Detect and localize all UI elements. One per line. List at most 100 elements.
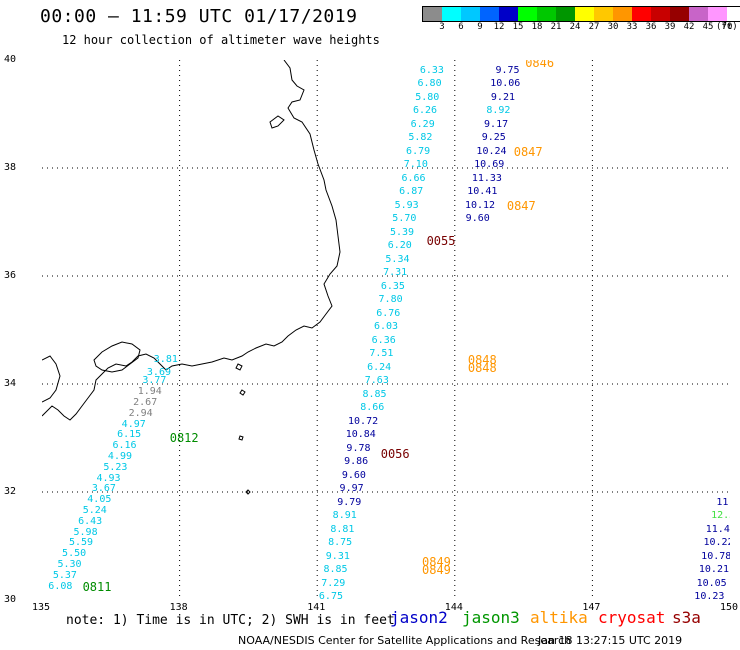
wave-height-value: 7.10 bbox=[403, 159, 428, 171]
wave-height-value: 5.59 bbox=[68, 537, 94, 549]
wave-height-value: 8.66 bbox=[360, 402, 385, 414]
wave-height-value: 8.92 bbox=[486, 105, 511, 117]
wave-height-value: 6.29 bbox=[410, 118, 435, 130]
wave-height-value: 10.06 bbox=[490, 78, 521, 90]
wave-height-value: 1.94 bbox=[137, 386, 162, 398]
wave-height-value: 5.70 bbox=[392, 213, 417, 225]
wave-height-value: 9.97 bbox=[339, 483, 364, 495]
wave-height-value: 8.91 bbox=[332, 510, 357, 522]
wave-height-value: 6.20 bbox=[387, 240, 412, 252]
scale-value-label: 70 bbox=[721, 22, 733, 32]
wave-height-value: 9.78 bbox=[498, 60, 522, 62]
wave-height-value: 6.35 bbox=[380, 280, 405, 292]
graticule bbox=[42, 60, 730, 600]
wave-height-value: 4.05 bbox=[87, 494, 112, 506]
chart-subtitle: 12 hour collection of altimeter wave hei… bbox=[62, 33, 380, 47]
wave-height-value: 11. bbox=[716, 496, 730, 508]
wave-height-value: 5.93 bbox=[394, 199, 419, 211]
izu-islands bbox=[235, 363, 251, 495]
color-scale-bar bbox=[422, 6, 740, 22]
wave-height-value: 3.69 bbox=[146, 367, 171, 379]
wave-height-value: 3.67 bbox=[91, 483, 116, 495]
wave-height-value: 6.08 bbox=[48, 580, 73, 592]
pass-time-label: 0846 bbox=[525, 60, 555, 70]
scale-value-label: 30 bbox=[607, 22, 619, 32]
pass-time-label: 0812 bbox=[169, 431, 199, 445]
pass-time-label: 0847 bbox=[513, 144, 543, 159]
scale-value-label: 21 bbox=[550, 22, 562, 32]
wave-height-value: 10.21 bbox=[698, 564, 729, 576]
wave-height-value: 9.86 bbox=[344, 456, 369, 468]
wave-height-value: 5.30 bbox=[57, 558, 82, 570]
wave-height-value: 9.25 bbox=[481, 132, 506, 144]
scale-value-label: 9 bbox=[477, 22, 483, 32]
wave-height-value: 9.79 bbox=[337, 496, 362, 508]
map-canvas bbox=[42, 60, 730, 600]
wave-height-value: 6.36 bbox=[371, 334, 396, 346]
satellite-legend-s3a: s3a bbox=[672, 608, 701, 627]
longitude-label: 147 bbox=[582, 602, 601, 613]
wave-height-value: 9.78 bbox=[346, 442, 371, 454]
wave-height-value: 4.97 bbox=[121, 418, 146, 430]
pass-time-label: 0056 bbox=[380, 447, 410, 462]
wave-height-value: 10.05 bbox=[696, 577, 727, 589]
scale-swatch bbox=[537, 7, 556, 21]
wave-height-value: 5.37 bbox=[52, 569, 77, 581]
wave-height-value: 9.75 bbox=[495, 64, 520, 76]
color-scale-unit: (ft) bbox=[716, 22, 738, 32]
scale-value-label: 3 bbox=[439, 22, 445, 32]
wave-height-value: 5.98 bbox=[73, 526, 98, 538]
wave-height-value: 8.81 bbox=[330, 523, 355, 535]
wave-height-value: 10.12 bbox=[464, 199, 496, 211]
latitude-label: 34 bbox=[4, 378, 17, 389]
wave-height-value: 7.51 bbox=[369, 348, 394, 360]
scale-swatch bbox=[518, 7, 537, 21]
wave-height-value: 6.03 bbox=[373, 321, 399, 333]
wave-height-value: 6.43 bbox=[78, 515, 103, 527]
latitude-label: 30 bbox=[4, 594, 17, 605]
pass-time-label: 0848 bbox=[467, 360, 497, 375]
scale-swatch bbox=[670, 7, 689, 21]
wave-height-value: 6.79 bbox=[406, 145, 431, 157]
wave-height-value: 10.22 bbox=[703, 537, 730, 549]
scale-value-label: 18 bbox=[531, 22, 543, 32]
scale-value-label: 27 bbox=[588, 22, 600, 32]
wave-height-value: 6.66 bbox=[401, 172, 426, 184]
wave-height-value: 6.75 bbox=[318, 591, 343, 600]
wave-height-value: 9.60 bbox=[341, 469, 366, 481]
scale-swatch bbox=[575, 7, 594, 21]
wave-height-value: 10.41 bbox=[467, 186, 498, 198]
wave-height-value: 6.80 bbox=[417, 78, 442, 90]
scale-value-label: 39 bbox=[664, 22, 676, 32]
wave-height-value: 6.16 bbox=[112, 440, 137, 452]
longitude-label: 141 bbox=[307, 602, 326, 613]
pass-time-label: 0811 bbox=[82, 579, 112, 594]
scale-swatch bbox=[727, 7, 740, 21]
scale-value-label: 6 bbox=[458, 22, 464, 32]
satellite-legend-altika: altika bbox=[530, 608, 588, 627]
wave-height-value: 4.93 bbox=[96, 472, 121, 484]
wave-height-value: 9.17 bbox=[484, 118, 509, 130]
wave-height-value: 9.60 bbox=[465, 213, 490, 225]
wave-height-value: 5.24 bbox=[82, 504, 107, 516]
longitude-label: 138 bbox=[169, 602, 188, 613]
wave-height-value: 8.85 bbox=[323, 564, 348, 576]
sado-island bbox=[269, 115, 285, 129]
wave-height-value: 6.87 bbox=[399, 186, 424, 198]
wave-height-value: 11.45 bbox=[705, 523, 730, 535]
wave-height-value: 11.33 bbox=[471, 172, 502, 184]
longitude-label: 150 bbox=[720, 602, 739, 613]
scale-swatch bbox=[594, 7, 613, 21]
pass-time-label: 0849 bbox=[422, 563, 451, 578]
wave-height-value: 10.84 bbox=[345, 429, 376, 441]
footer-credit: NOAA/NESDIS Center for Satellite Applica… bbox=[238, 634, 572, 647]
map-panel: 3.81 3.69 3.77 1.94 2.67 2.94 4.97 6.15 6.16 4.99… bbox=[42, 60, 730, 600]
wave-height-value: 5.23 bbox=[103, 461, 128, 473]
scale-swatch bbox=[480, 7, 499, 21]
wave-height-value: 9.21 bbox=[490, 91, 515, 103]
wave-height-value: 8.75 bbox=[328, 537, 353, 549]
wave-height-value: 10.69 bbox=[474, 159, 505, 171]
satellite-legend-cryosat: cryosat bbox=[598, 608, 666, 627]
wave-height-value: 6.76 bbox=[376, 307, 401, 319]
scale-value-label: 36 bbox=[645, 22, 657, 32]
